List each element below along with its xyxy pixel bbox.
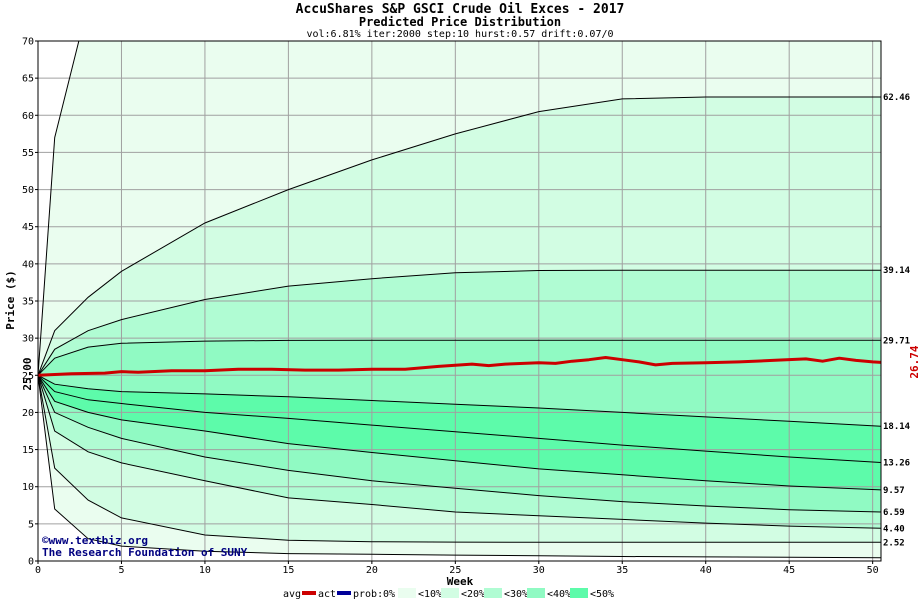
legend-item-label: <10% [418,589,442,600]
x-axis-label: Week [447,575,474,588]
y-tick-label: 50 [22,185,34,196]
credit: ©www.textbiz.org The Research Foundation… [42,534,248,559]
end-label: 6.59 [883,508,905,518]
y-tick-label: 0 [28,557,34,568]
start-price-label: 25.00 [21,357,34,390]
legend-zero-label: 0% [383,589,395,600]
legend-avg-label: avg [283,589,301,600]
prob-band-9 [38,375,881,543]
prob-band-8 [38,375,881,529]
y-tick-label: 65 [22,74,34,85]
prob-band-1 [38,41,881,376]
end-label: 62.46 [883,93,910,103]
y-tick-label: 35 [22,297,34,308]
x-tick-label: 10 [199,565,211,576]
avg-line-group [38,356,881,377]
distribution-curve-8 [38,375,881,513]
distribution-curve-3 [38,269,881,376]
legend-swatch [527,588,545,598]
y-tick-label: 30 [22,334,34,345]
distribution-curve-5 [38,374,881,427]
svg-text:©www.textbiz.org: ©www.textbiz.org [42,534,148,547]
prob-band-3 [38,270,881,376]
legend: avg act prob: 0% <10% <20% <30% <40% <50% [283,588,614,600]
end-label: 39.14 [883,266,911,276]
end-labels: 62.46 39.14 29.71 18.14 13.26 9.57 6.59 4.40 2.5… [883,93,911,548]
x-tick-label: 20 [366,565,378,576]
legend-prob-label: prob: [353,589,383,600]
x-tick-label: 15 [282,565,294,576]
x-tick-label: 30 [533,565,545,576]
y-tick-label: 10 [22,482,34,493]
y-axis-label: Price ($) [4,270,17,330]
legend-item-label: <40% [547,589,571,600]
y-tick-label: 40 [22,259,34,270]
legend-avg-swatch [302,591,316,595]
credit-site: www.textbiz.org [49,534,148,547]
legend-act-label: act [318,589,336,600]
x-tick-label: 0 [35,565,41,576]
distribution-curve-10 [38,375,881,543]
y-tick-label: 70 [22,37,34,48]
x-tick-label: 45 [783,565,795,576]
legend-act-swatch [337,591,351,595]
legend-swatch [484,588,502,598]
y-tick-label: 20 [22,408,34,419]
y-tick-label: 15 [22,445,34,456]
y-tick-label: 55 [22,148,34,159]
legend-item-label: <30% [504,589,528,600]
y-axis-ticks: 0 5 10 15 20 25 30 35 40 45 50 55 60 65 70 [22,37,38,568]
distribution-curve-6 [38,374,881,463]
end-label: 29.71 [883,336,910,346]
end-label: 9.57 [883,486,905,496]
y-tick-label: 45 [22,222,34,233]
distribution-curve-9 [38,375,881,529]
x-axis-ticks: 0 5 10 15 20 25 30 35 40 45 50 [35,561,879,576]
chart-title: AccuShares S&P GSCI Crude Oil Exces - 20… [296,2,625,17]
distribution-curve-2 [38,96,881,376]
y-tick-label: 25 [22,371,34,382]
chart-params: vol:6.81% iter:2000 step:10 hurst:0.57 d… [306,29,613,40]
prob-band-4 [38,340,881,427]
legend-swatch [398,588,416,598]
y-tick-label: 60 [22,111,34,122]
x-tick-label: 5 [118,565,124,576]
y-tick-label: 5 [28,519,34,530]
x-tick-label: 50 [867,565,879,576]
prob-band-6 [38,375,881,490]
end-label: 4.40 [883,524,905,534]
x-tick-label: 35 [616,565,628,576]
avg-price-line [38,356,881,377]
prob-band-7 [38,375,881,512]
prob-band-2 [38,97,881,376]
probability-bands [38,41,881,561]
copyright-symbol: © [42,534,49,547]
x-tick-label: 40 [700,565,712,576]
distribution-curve-11 [38,375,881,559]
legend-swatch [441,588,459,598]
end-label: 18.14 [883,422,911,432]
legend-item-label: <50% [590,589,614,600]
end-label: 2.52 [883,538,905,548]
chart-subtitle: Predicted Price Distribution [359,15,561,29]
legend-swatch [570,588,588,598]
distribution-curve-4 [38,339,881,376]
legend-item-label: <20% [461,589,485,600]
prob-band-5 [38,375,881,463]
prob-band-10 [38,375,881,558]
end-label: 13.26 [883,458,910,468]
distribution-curves [38,41,881,559]
distribution-curve-7 [38,375,881,491]
current-price-label: 26.74 [908,345,920,378]
x-tick-label: 25 [449,565,461,576]
credit-org: The Research Foundation of SUNY [42,546,248,559]
